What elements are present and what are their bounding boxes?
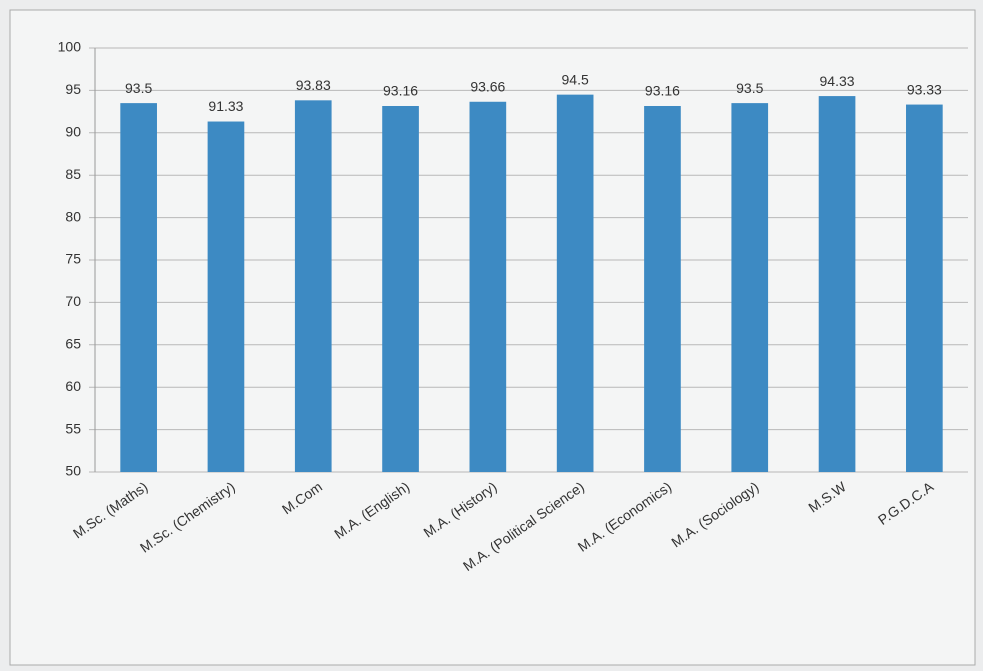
- bar: [120, 103, 157, 472]
- page: {"chart_data": {"type": "bar", "categori…: [0, 0, 983, 671]
- y-tick-label: 70: [65, 293, 81, 309]
- bar: [731, 103, 768, 472]
- bar: [557, 95, 594, 472]
- bar: [906, 105, 943, 472]
- y-tick-label: 65: [65, 336, 81, 352]
- value-label: 94.33: [820, 73, 855, 89]
- value-label: 93.33: [907, 81, 942, 97]
- value-label: 93.16: [383, 83, 418, 99]
- value-label: 94.5: [562, 71, 589, 87]
- bar: [382, 106, 419, 472]
- bar: [208, 122, 245, 472]
- bar: [470, 102, 507, 472]
- bar: [295, 100, 332, 472]
- bar: [819, 96, 856, 472]
- chart: 50556065707580859095100M.Sc. (Maths)93.5…: [0, 0, 983, 671]
- y-tick-label: 80: [65, 208, 81, 224]
- y-tick-label: 60: [65, 378, 81, 394]
- y-tick-label: 95: [65, 81, 81, 97]
- y-tick-label: 100: [58, 39, 82, 55]
- bar: [644, 106, 681, 472]
- value-label: 93.5: [125, 80, 152, 96]
- y-tick-label: 50: [65, 463, 81, 479]
- y-tick-label: 85: [65, 166, 81, 182]
- value-label: 91.33: [208, 98, 243, 114]
- value-label: 93.83: [296, 77, 331, 93]
- y-tick-label: 55: [65, 420, 81, 436]
- y-tick-label: 90: [65, 124, 81, 140]
- value-label: 93.16: [645, 83, 680, 99]
- value-label: 93.5: [736, 80, 763, 96]
- value-label: 93.66: [470, 78, 505, 94]
- y-tick-label: 75: [65, 251, 81, 267]
